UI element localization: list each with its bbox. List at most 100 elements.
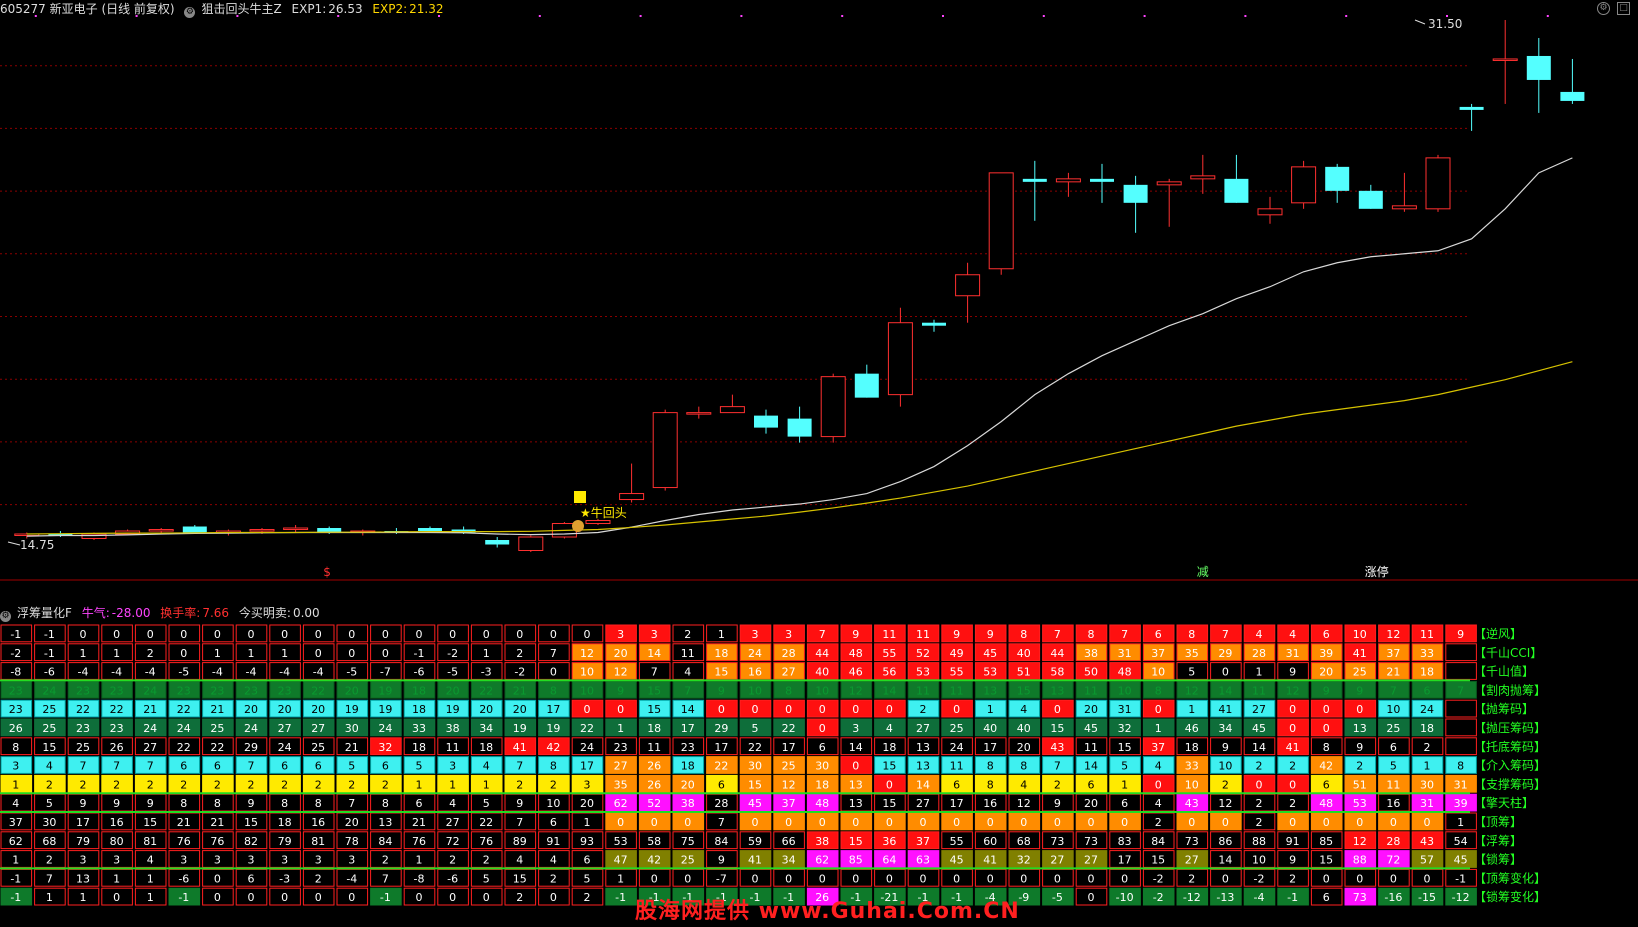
grid-cell — [605, 831, 637, 850]
indicator-panel-icon[interactable]: ⚙ — [0, 611, 11, 622]
grid-cell-value: 33 — [412, 722, 426, 735]
grid-cell-value: -1 — [380, 891, 391, 904]
grid-cell — [1411, 718, 1444, 737]
grid-cell-value: 15 — [748, 778, 762, 791]
grid-cell-value: 9 — [1054, 797, 1061, 810]
grid-cell-value: 31 — [1118, 647, 1132, 660]
grid-cell-value: 13 — [849, 778, 863, 791]
grid-cell-value: 22 — [177, 703, 191, 716]
grid-cell — [1042, 887, 1074, 906]
grid-cell-value: -1 — [649, 891, 660, 904]
grid-cell-value: 38 — [446, 722, 460, 735]
grid-cell — [1008, 680, 1041, 699]
stock-title[interactable]: 605277 新亚电子 (日线 前复权) — [0, 2, 175, 16]
grid-cell-value: 3 — [449, 760, 456, 773]
grid-cell — [907, 643, 940, 662]
indicator-name[interactable]: 狙击回头牛主Z — [201, 2, 282, 16]
grid-cell — [571, 756, 604, 774]
grid-cell — [974, 887, 1007, 906]
grid-cell-value: 76 — [412, 835, 426, 848]
grid-cell-value: 7 — [1222, 628, 1229, 641]
grid-cell — [504, 718, 537, 737]
grid-cell-value: 42 — [647, 854, 661, 867]
grid-cell-value: 0 — [617, 816, 624, 829]
grid-cell — [739, 680, 772, 699]
grid-cell-value: 0 — [449, 891, 456, 904]
grid-cell-value: 40 — [815, 666, 829, 679]
grid-cell-value: 30 — [1420, 778, 1434, 791]
grid-cell-value: 9 — [953, 628, 960, 641]
grid-cell-value: 14 — [849, 741, 863, 754]
grid-cell-value: 0 — [382, 647, 389, 660]
grid-cell-value: -1 — [1287, 891, 1298, 904]
grid-cell — [874, 643, 906, 662]
grid-cell — [101, 831, 133, 850]
grid-cell-value: 17 — [546, 703, 560, 716]
candle-body — [1560, 91, 1585, 101]
grid-cell-value: 25 — [76, 741, 90, 754]
grid-cell — [1277, 868, 1309, 887]
grid-cell-value: 0 — [651, 872, 658, 885]
grid-cell-value: 9 — [516, 797, 523, 810]
grid-cell-value: 1 — [416, 778, 423, 791]
grid-cell-value: 79 — [278, 835, 292, 848]
grid-cell-value: 16 — [748, 666, 762, 679]
grid-cell-value: -4 — [279, 666, 290, 679]
grid-cell-value: 64 — [882, 854, 896, 867]
candlestick-chart[interactable]: 31.50 14.75 ★牛回头 $ 减 涨停 — [0, 0, 1638, 604]
grid-cell-value: 62 — [815, 854, 829, 867]
grid-cell — [706, 680, 738, 699]
grid-cell-value: 60 — [983, 835, 997, 848]
grid-cell — [202, 868, 234, 887]
grid-cell-value: 0 — [617, 703, 624, 716]
grid-cell — [1243, 756, 1276, 774]
grid-cell — [1378, 737, 1410, 756]
grid-cell — [437, 699, 469, 718]
grid-cell — [302, 831, 335, 850]
grid-cell-value: 0 — [516, 628, 523, 641]
grid-cell-value: 20 — [278, 703, 292, 716]
grid-cell-value: 24 — [143, 684, 157, 697]
grid-cell-value: 1 — [987, 703, 994, 716]
grid-cell-value: 55 — [882, 647, 896, 660]
row-label: 【介入筹码】 — [1474, 759, 1546, 773]
chart-settings-icon[interactable]: ⚙ — [1597, 2, 1610, 15]
maximize-icon[interactable]: □ — [1617, 2, 1630, 15]
grid-cell — [1243, 737, 1276, 756]
grid-cell-value: 2 — [315, 778, 322, 791]
grid-cell-value: 19 — [446, 703, 460, 716]
grid-cell — [638, 662, 671, 680]
grid-cell-value: -2 — [1153, 891, 1164, 904]
grid-cell — [370, 643, 402, 662]
niuqi-value: -28.00 — [111, 606, 151, 620]
grid-cell — [1344, 868, 1377, 887]
grid-cell — [235, 662, 268, 680]
grid-cell — [1411, 624, 1444, 643]
grid-cell-value: 0 — [819, 722, 826, 735]
grid-cell — [101, 868, 133, 887]
grid-cell-value: 20 — [479, 703, 493, 716]
grid-cell-value: 15 — [882, 760, 896, 773]
grid-cell-value: 21 — [345, 741, 359, 754]
grid-cell — [605, 699, 637, 718]
grid-cell-value: 8 — [1323, 741, 1330, 754]
grid-cell — [336, 737, 369, 756]
exp2-label: EXP2: — [372, 2, 408, 16]
grid-cell-value: 0 — [1323, 703, 1330, 716]
grid-cell-value: 0 — [214, 628, 221, 641]
grid-cell-value: 4 — [886, 722, 893, 735]
grid-cell-value: 2 — [584, 891, 591, 904]
grid-cell-value: 9 — [113, 797, 120, 810]
grid-cell — [672, 718, 705, 737]
candle-body — [1224, 178, 1249, 203]
grid-cell-value: 4 — [684, 666, 691, 679]
grid-cell-value: 21 — [513, 684, 527, 697]
grid-cell — [974, 662, 1007, 680]
grid-cell-value: 22 — [748, 741, 762, 754]
indicator-settings-icon[interactable]: ⚙ — [184, 7, 196, 18]
indicator-panel-name[interactable]: 浮筹量化F — [17, 606, 72, 620]
grid-cell-value: 6 — [1121, 797, 1128, 810]
grid-cell-value: 43 — [1050, 741, 1064, 754]
candle-body — [820, 376, 846, 438]
grid-cell-value: 1 — [281, 647, 288, 660]
